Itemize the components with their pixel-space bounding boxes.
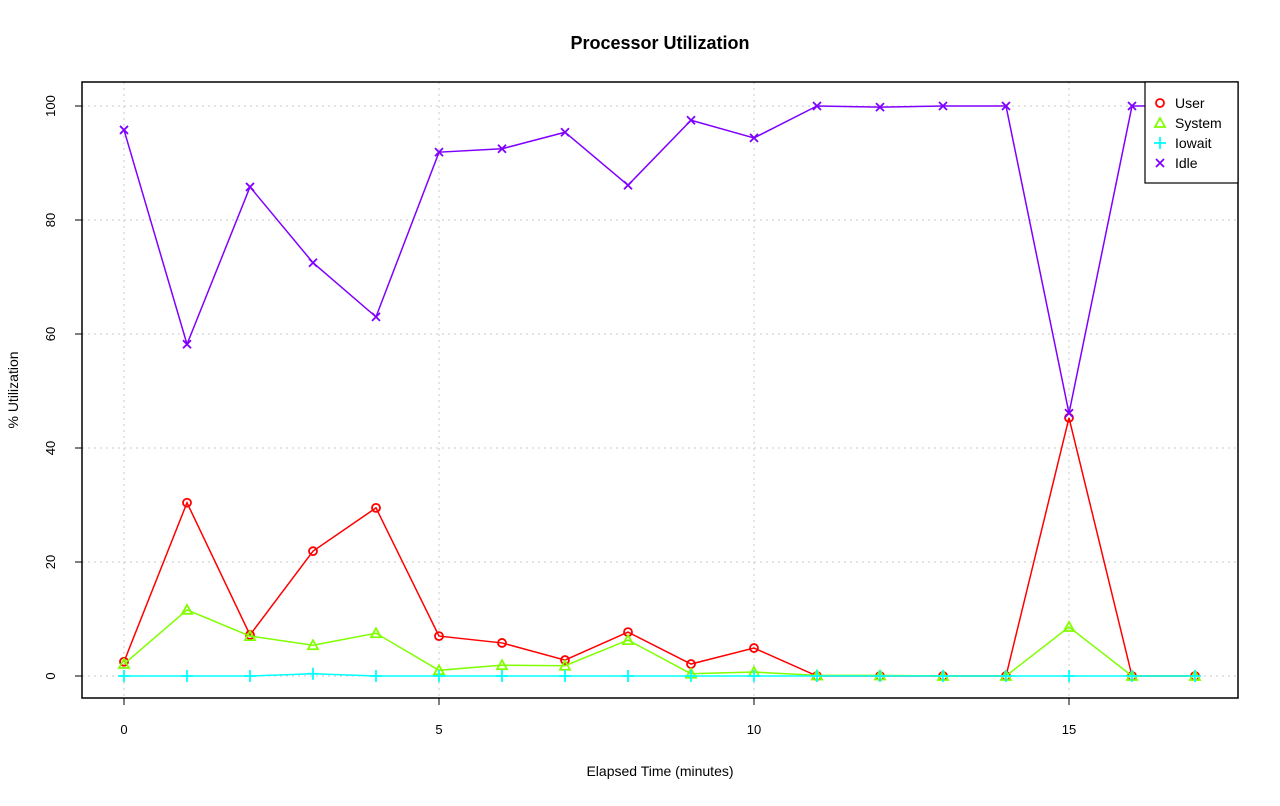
marker-cross — [371, 312, 381, 322]
marker-cross — [245, 182, 255, 192]
marker-cross — [749, 133, 759, 143]
marker-circle — [434, 631, 444, 641]
marker-triangle — [117, 657, 131, 669]
marker-plus — [874, 670, 886, 682]
marker-cross — [497, 144, 507, 154]
legend-label: Iowait — [1175, 135, 1212, 151]
plot-frame — [81, 81, 1239, 699]
series-system — [117, 603, 1202, 681]
x-axis-label: Elapsed Time (minutes) — [586, 763, 733, 779]
legend-label: System — [1175, 115, 1222, 131]
series-line — [123, 609, 1195, 677]
marker-cross — [623, 180, 633, 190]
marker-triangle — [1153, 116, 1167, 128]
marker-cross — [812, 101, 822, 111]
marker-plus — [937, 670, 949, 682]
y-tick-label: 20 — [43, 555, 58, 569]
marker-plus — [1000, 670, 1012, 682]
x-tick-label: 15 — [1062, 722, 1076, 737]
marker-plus — [622, 670, 634, 682]
marker-cross — [1127, 101, 1137, 111]
y-tick-label: 100 — [43, 95, 58, 117]
marker-circle — [749, 643, 759, 653]
marker-cross — [308, 258, 318, 268]
marker-triangle — [495, 658, 509, 671]
series-line — [124, 672, 1195, 677]
marker-plus — [748, 670, 760, 682]
marker-plus — [559, 670, 571, 682]
series-iowait — [118, 667, 1201, 682]
marker-cross — [875, 102, 885, 112]
marker-plus — [370, 670, 382, 682]
y-axis-label: % Utilization — [5, 351, 21, 428]
y-tick-label: 40 — [43, 441, 58, 455]
marker-circle — [1155, 98, 1165, 108]
y-tick-label: 0 — [43, 672, 58, 679]
marker-triangle — [243, 629, 257, 641]
x-tick-label: 0 — [120, 722, 127, 737]
marker-cross — [434, 147, 444, 157]
marker-triangle — [180, 603, 194, 615]
x-tick-label: 10 — [747, 722, 761, 737]
y-tick-label: 60 — [43, 327, 58, 341]
marker-plus — [244, 670, 256, 682]
marker-circle — [371, 502, 381, 513]
marker-cross — [1001, 101, 1011, 111]
y-tick-label: 80 — [43, 213, 58, 227]
marker-cross — [1155, 158, 1165, 168]
marker-triangle — [306, 638, 320, 651]
legend-label: User — [1175, 95, 1205, 111]
marker-plus — [1063, 670, 1075, 682]
legend: User System Iowait Idle — [1144, 81, 1239, 184]
series-idle — [119, 101, 1200, 418]
marker-plus — [685, 670, 697, 682]
legend-label: Idle — [1175, 155, 1198, 171]
series-line — [123, 105, 1195, 414]
marker-plus — [307, 667, 319, 680]
marker-triangle — [621, 633, 635, 645]
marker-circle — [182, 497, 192, 508]
marker-triangle — [369, 626, 383, 639]
marker-circle — [308, 546, 318, 557]
x-tick-label: 5 — [435, 722, 442, 737]
marker-cross — [119, 125, 129, 135]
marker-plus — [118, 670, 130, 682]
marker-plus — [433, 670, 445, 682]
marker-plus — [1189, 670, 1201, 682]
marker-plus — [1126, 670, 1138, 682]
marker-triangle — [1062, 620, 1076, 632]
marker-triangle — [558, 658, 572, 671]
series-line — [123, 417, 1195, 677]
marker-cross — [560, 127, 570, 137]
chart-title: Processor Utilization — [570, 33, 749, 53]
marker-cross — [182, 339, 192, 349]
marker-circle — [560, 655, 570, 665]
marker-plus — [181, 670, 193, 682]
marker-cross — [1064, 408, 1074, 418]
series-user — [119, 412, 1200, 681]
marker-circle — [497, 638, 507, 648]
marker-plus — [496, 670, 508, 682]
marker-cross — [686, 115, 696, 125]
marker-plus — [1154, 137, 1166, 149]
marker-plus — [811, 670, 823, 682]
marker-cross — [938, 101, 948, 111]
